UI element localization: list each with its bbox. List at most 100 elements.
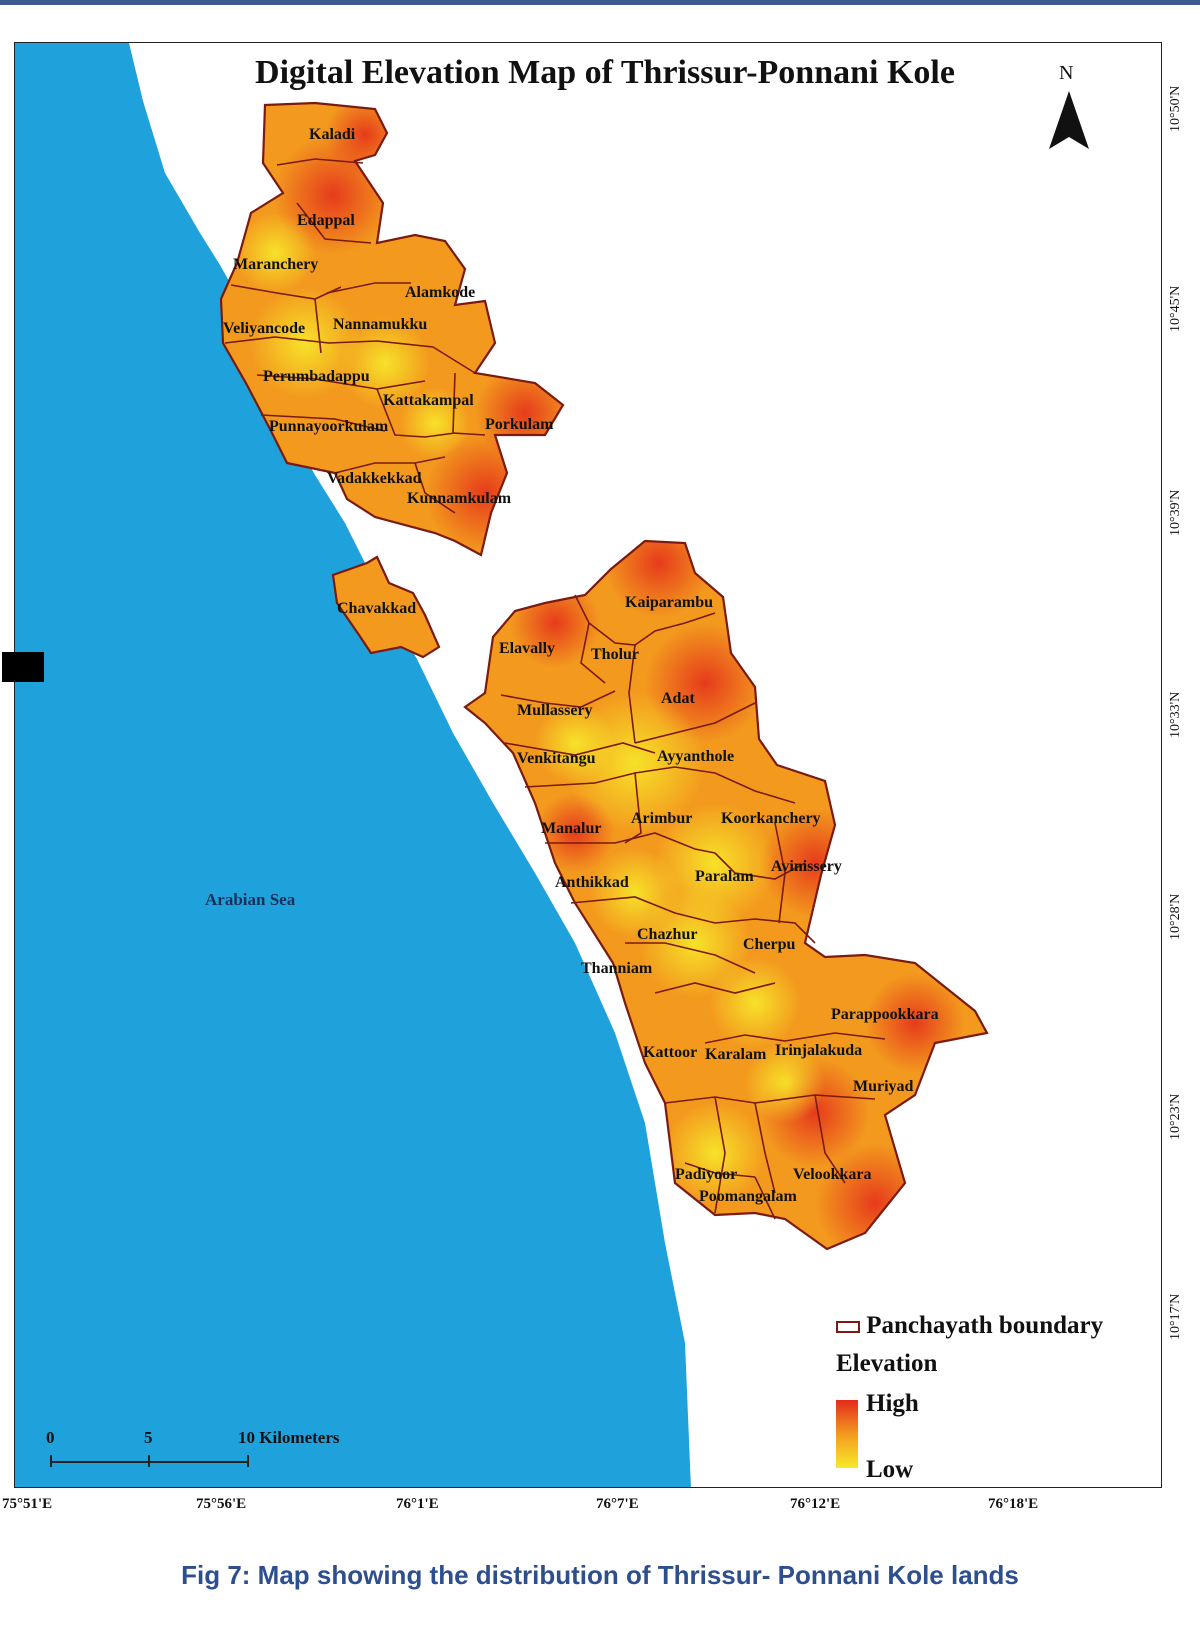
panchayath-boundary	[704, 1032, 886, 1044]
elevation-patch	[710, 958, 800, 1048]
panchayath-label: Perumbadappu	[263, 368, 370, 385]
north-arrow-icon	[1069, 91, 1089, 149]
elevation-patch	[250, 288, 360, 398]
panchayath-boundary	[328, 340, 476, 374]
panchayath-label: Veliyancode	[223, 320, 305, 337]
region-chavakkad-land	[333, 557, 439, 657]
lon-label: 76°18'E	[988, 1496, 1039, 1512]
lat-label: 10°17'N	[1168, 1293, 1183, 1340]
panchayath-label: Thanniam	[581, 960, 653, 977]
panchayath-label: Tholur	[591, 646, 639, 663]
panchayath-boundary	[754, 1176, 776, 1220]
panchayath-boundary	[224, 336, 330, 344]
panchayath-boundary	[524, 766, 676, 788]
panchayath-boundary	[634, 702, 756, 744]
north-arrow-icon	[1049, 91, 1069, 149]
panchayath-boundary	[545, 832, 716, 854]
lat-label: 10°23'N	[1168, 1093, 1183, 1140]
panchayath-boundary	[504, 742, 656, 756]
panchayath-label: Kattoor	[643, 1044, 697, 1061]
elevation-patch	[745, 1043, 825, 1123]
panchayath-boundary	[500, 690, 616, 708]
lon-label: 76°1'E	[396, 1496, 439, 1512]
panchayath-boundary	[414, 462, 456, 514]
panchayath-label: Poomangalam	[699, 1188, 797, 1205]
map-title: Digital Elevation Map of Thrissur-Ponnan…	[255, 54, 955, 91]
map-frame: Kaladi Edappal Maranchery Alamkode Veliyanco…	[14, 42, 1162, 1488]
panchayath-boundary	[714, 852, 806, 880]
panchayath-label: Elavally	[499, 640, 555, 657]
boundary-swatch-icon	[836, 1321, 860, 1334]
panchayath-label: Maranchery	[233, 256, 318, 273]
panchayath-label: Parappookkara	[831, 1006, 939, 1023]
legend-boundary-label: Panchayath boundary	[866, 1312, 1104, 1339]
panchayath-boundary	[714, 918, 816, 944]
region-chavakkad-outline	[331, 555, 441, 659]
panchayath-boundary	[774, 822, 786, 924]
sea-area	[15, 43, 691, 1487]
scale-tick-5: 5	[144, 1428, 153, 1447]
panchayath-label: Manalur	[541, 820, 601, 837]
sea-label: Arabian Sea	[205, 890, 296, 909]
lon-label: 76°7'E	[596, 1496, 639, 1512]
panchayath-label: Mullassery	[517, 702, 593, 719]
panchayath-label: Irinjalakuda	[775, 1042, 862, 1059]
panchayath-label: Porkulam	[485, 416, 554, 433]
panchayath-boundary	[570, 896, 716, 924]
scale-tick-mark	[148, 1455, 150, 1467]
panchayath-label: Ayyanthole	[657, 748, 734, 765]
panchayath-boundary	[326, 282, 411, 294]
side-marker	[2, 652, 44, 682]
lat-label: 10°50'N	[1168, 85, 1183, 132]
panchayath-boundary	[260, 414, 386, 432]
panchayath-label: Cherpu	[743, 936, 796, 953]
panchayath-label: Arimbur	[631, 810, 692, 827]
elevation-patch	[340, 318, 430, 408]
panchayath-label: Chazhur	[637, 926, 697, 943]
elevation-patch	[535, 703, 615, 783]
lon-label: 75°51'E	[2, 1496, 53, 1512]
panchayath-boundary	[580, 622, 606, 684]
figure-caption: Fig 7: Map showing the distribution of T…	[181, 1560, 1019, 1590]
panchayath-label: Anthikkad	[555, 874, 629, 891]
panchayath-boundary	[376, 388, 456, 438]
map-canvas: Kaladi Edappal Maranchery Alamkode Veliyanco…	[15, 43, 1089, 1487]
scale-tick-0: 0	[46, 1428, 55, 1447]
panchayath-label: Karalam	[705, 1046, 767, 1063]
panchayath-label: Venkitangu	[517, 750, 596, 767]
panchayath-label: Padiyoor	[675, 1166, 737, 1183]
panchayath-label: Edappal	[297, 212, 355, 229]
legend-low-label: Low	[866, 1456, 914, 1483]
scale-tick-mark	[247, 1455, 249, 1467]
page-top-rule	[0, 0, 1200, 5]
lat-label: 10°33'N	[1168, 691, 1183, 738]
lat-label: 10°45'N	[1168, 285, 1183, 332]
panchayath-boundary	[276, 158, 364, 166]
panchayath-label: Adat	[661, 690, 695, 707]
panchayath-boundary	[654, 982, 776, 994]
panchayath-label: Kaiparambu	[625, 594, 713, 611]
panchayath-boundary	[625, 942, 756, 974]
region-south-outline	[463, 539, 989, 1251]
panchayath-label: Velookkara	[793, 1166, 872, 1183]
panchayath-label: Vadakkekkad	[327, 470, 422, 487]
panchayath-boundary	[628, 644, 636, 744]
panchayath-boundary	[452, 372, 486, 436]
panchayath-label: Avinissery	[771, 858, 842, 875]
panchayath-label: Nannamukku	[333, 316, 427, 333]
lat-label: 10°39'N	[1168, 489, 1183, 536]
panchayath-label: Koorkanchery	[721, 810, 821, 827]
lon-label: 76°12'E	[790, 1496, 841, 1512]
panchayath-label: Chavakkad	[337, 600, 416, 617]
north-label: N	[1059, 62, 1073, 84]
panchayath-boundary	[674, 766, 796, 804]
panchayath-label: Punnayoorkulam	[269, 418, 389, 435]
elevation-ramp	[836, 1400, 858, 1468]
panchayath-label: Kunnamkulam	[407, 490, 512, 507]
legend-boundary-row: Panchayath boundary	[836, 1312, 1103, 1340]
panchayath-label: Paralam	[695, 868, 754, 885]
panchayath-boundary	[314, 298, 322, 354]
panchayath-boundary	[256, 374, 426, 390]
legend-elevation-title: Elevation	[836, 1350, 938, 1377]
panchayath-boundary	[814, 1094, 846, 1184]
